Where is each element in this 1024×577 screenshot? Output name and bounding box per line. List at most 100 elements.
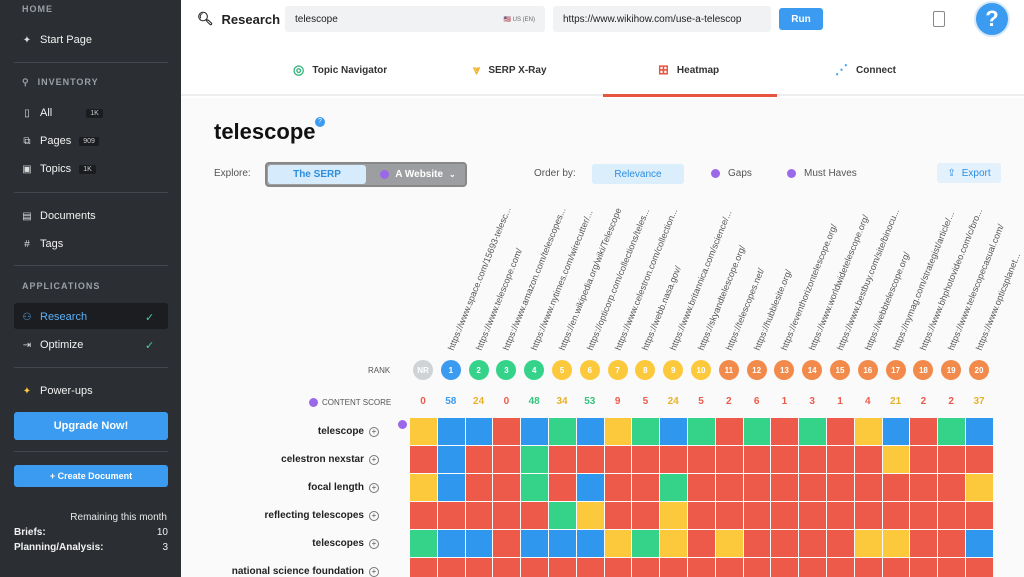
sidebar-item-start-page[interactable]: ✦ Start Page <box>22 34 92 46</box>
heatmap-cell[interactable] <box>966 446 993 473</box>
heatmap-cell[interactable] <box>549 474 576 501</box>
heatmap-cell[interactable] <box>966 502 993 529</box>
heatmap-cell[interactable] <box>966 418 993 445</box>
heatmap-cell[interactable] <box>493 418 521 445</box>
locale-selector[interactable]: 🇺🇸 US (EN) <box>503 16 535 23</box>
heatmap-cell[interactable] <box>715 502 743 529</box>
heatmap-cell[interactable] <box>688 418 715 445</box>
heatmap-cell[interactable] <box>799 558 826 577</box>
heatmap-cell[interactable] <box>966 558 993 577</box>
add-icon[interactable]: + <box>369 538 379 549</box>
heatmap-cell[interactable] <box>493 502 521 529</box>
heatmap-cell[interactable] <box>827 558 854 577</box>
heatmap-cell[interactable] <box>854 446 882 473</box>
heatmap-cell[interactable] <box>437 558 465 577</box>
add-icon[interactable]: + <box>369 510 379 521</box>
keyword-row-label[interactable]: telescopes + <box>312 538 379 549</box>
help-button[interactable]: ? <box>974 1 1010 37</box>
keyword-row-label[interactable]: telescope + <box>318 426 379 437</box>
heatmap-cell[interactable] <box>576 502 604 529</box>
heatmap-cell[interactable] <box>660 474 687 501</box>
order-must-haves[interactable]: Must Haves <box>787 168 857 179</box>
heatmap-cell[interactable] <box>493 446 521 473</box>
run-button[interactable]: Run <box>779 8 823 30</box>
heatmap-cell[interactable] <box>854 530 882 557</box>
heatmap-cell[interactable] <box>521 502 548 529</box>
heatmap-cell[interactable] <box>827 418 854 445</box>
heatmap-cell[interactable] <box>465 530 493 557</box>
heatmap-cell[interactable] <box>688 446 715 473</box>
heatmap-cell[interactable] <box>715 474 743 501</box>
heatmap-cell[interactable] <box>799 474 826 501</box>
add-icon[interactable]: + <box>369 566 379 577</box>
heatmap-cell[interactable] <box>854 418 882 445</box>
sidebar-item-powerups[interactable]: ✦ Power-ups <box>22 385 93 397</box>
heatmap-cell[interactable] <box>521 558 548 577</box>
heatmap-cell[interactable] <box>410 558 437 577</box>
heatmap-cell[interactable] <box>938 474 965 501</box>
heatmap-cell[interactable] <box>688 502 715 529</box>
heatmap-cell[interactable] <box>938 418 965 445</box>
heatmap-cell[interactable] <box>910 474 938 501</box>
heatmap-cell[interactable] <box>632 502 660 529</box>
explore-serp-option[interactable]: The SERP <box>268 165 366 184</box>
heatmap-cell[interactable] <box>660 558 687 577</box>
sidebar-item-documents[interactable]: ▤ Documents <box>22 210 95 222</box>
tab-heatmap[interactable]: ⊞ Heatmap <box>658 62 720 77</box>
heatmap-cell[interactable] <box>827 474 854 501</box>
heatmap-cell[interactable] <box>938 502 965 529</box>
heatmap-cell[interactable] <box>910 558 938 577</box>
heatmap-cell[interactable] <box>437 418 465 445</box>
sidebar-item-optimize[interactable]: ⇥ Optimize <box>22 339 84 351</box>
heatmap-cell[interactable] <box>604 502 632 529</box>
heatmap-cell[interactable] <box>576 558 604 577</box>
heatmap-cell[interactable] <box>549 446 576 473</box>
heatmap-cell[interactable] <box>743 418 771 445</box>
heatmap-cell[interactable] <box>493 530 521 557</box>
heatmap-cell[interactable] <box>521 530 548 557</box>
heatmap-cell[interactable] <box>938 558 965 577</box>
heatmap-cell[interactable] <box>854 502 882 529</box>
heatmap-cell[interactable] <box>715 530 743 557</box>
heatmap-cell[interactable] <box>799 502 826 529</box>
heatmap-cell[interactable] <box>882 418 910 445</box>
heatmap-cell[interactable] <box>437 502 465 529</box>
heatmap-cell[interactable] <box>465 418 493 445</box>
keyword-row-label[interactable]: focal length + <box>308 482 379 493</box>
order-gaps[interactable]: Gaps <box>711 168 752 179</box>
sidebar-item-topics[interactable]: ▣ Topics 1K <box>22 163 96 175</box>
heatmap-cell[interactable] <box>437 446 465 473</box>
heatmap-cell[interactable] <box>799 530 826 557</box>
heatmap-cell[interactable] <box>660 502 687 529</box>
heatmap-cell[interactable] <box>604 474 632 501</box>
tab-connect[interactable]: ⋰ Connect <box>835 62 896 77</box>
add-icon[interactable]: + <box>369 426 379 437</box>
heatmap-cell[interactable] <box>827 502 854 529</box>
heatmap-cell[interactable] <box>688 558 715 577</box>
heatmap-cell[interactable] <box>521 474 548 501</box>
heatmap-cell[interactable] <box>549 418 576 445</box>
sidebar-item-tags[interactable]: # Tags <box>22 238 63 250</box>
heatmap-cell[interactable] <box>604 446 632 473</box>
heatmap-cell[interactable] <box>938 446 965 473</box>
heatmap-cell[interactable] <box>632 474 660 501</box>
heatmap-cell[interactable] <box>771 474 799 501</box>
heatmap-cell[interactable] <box>465 558 493 577</box>
heatmap-cell[interactable] <box>854 474 882 501</box>
heatmap-cell[interactable] <box>521 446 548 473</box>
sidebar-item-all[interactable]: ▯ All 1K <box>22 107 103 119</box>
heatmap-cell[interactable] <box>715 446 743 473</box>
keyword-row-label[interactable]: celestron nexstar + <box>281 454 379 465</box>
explore-website-option[interactable]: A Website ⌄ <box>371 165 465 184</box>
heatmap-cell[interactable] <box>660 418 687 445</box>
heatmap-cell[interactable] <box>882 530 910 557</box>
heatmap-cell[interactable] <box>827 446 854 473</box>
heatmap-cell[interactable] <box>660 530 687 557</box>
heatmap-cell[interactable] <box>799 418 826 445</box>
heatmap-cell[interactable] <box>465 502 493 529</box>
heatmap-cell[interactable] <box>771 502 799 529</box>
url-input[interactable]: https://www.wikihow.com/use-a-telescop <box>553 6 771 32</box>
heatmap-cell[interactable] <box>549 502 576 529</box>
heatmap-cell[interactable] <box>882 474 910 501</box>
heatmap-cell[interactable] <box>771 558 799 577</box>
